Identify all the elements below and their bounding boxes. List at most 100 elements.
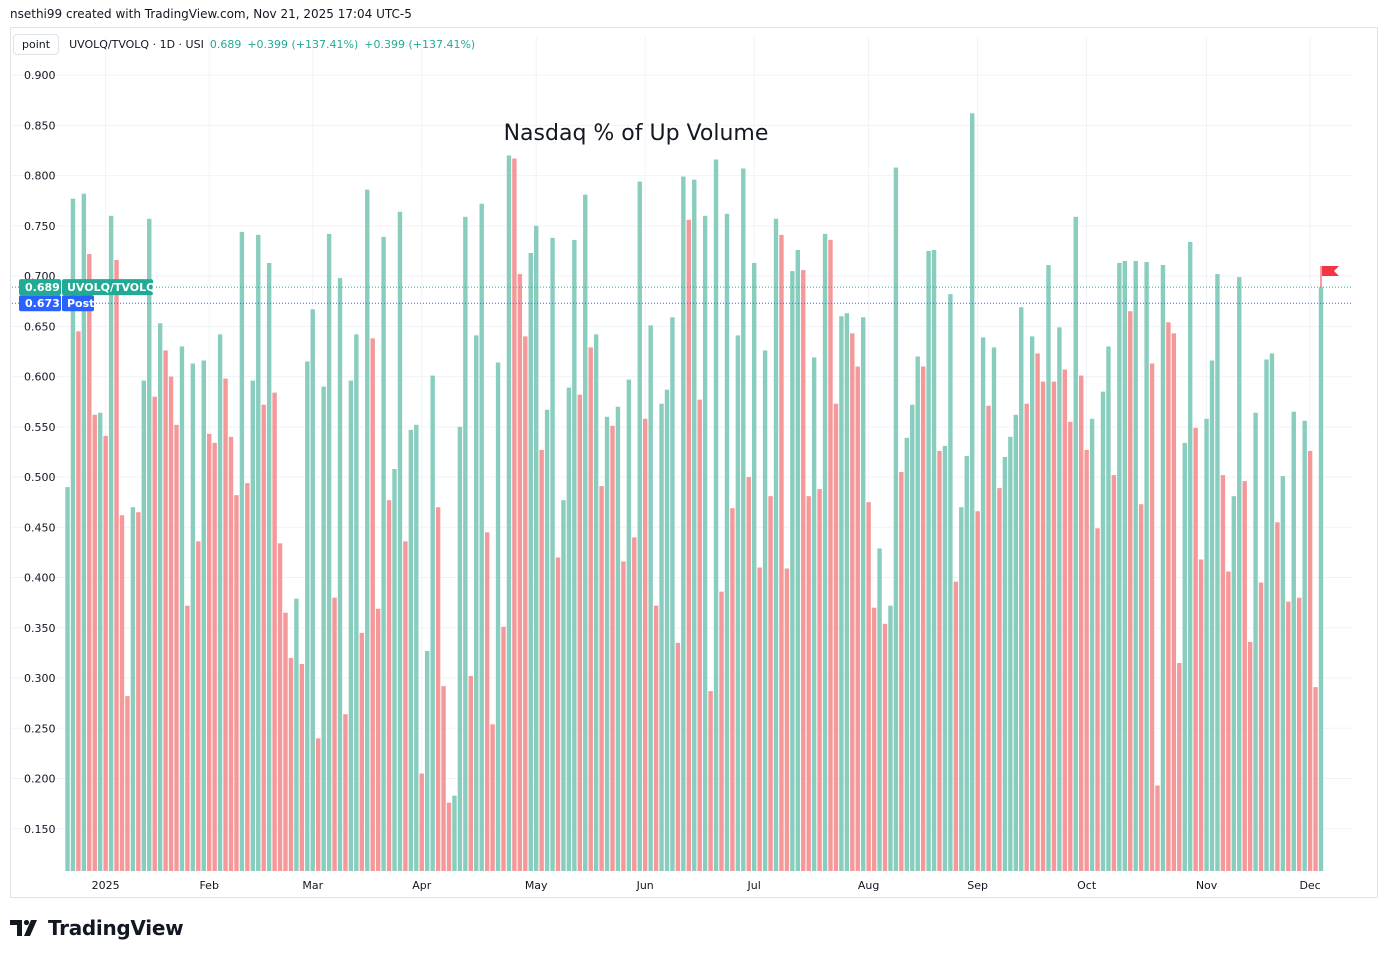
bar [910,404,915,871]
bar [256,234,261,871]
bar [381,236,386,871]
bar [359,632,364,871]
bar [65,487,70,871]
bar [157,323,163,871]
bar [670,317,675,871]
legend: point UVOLQ/TVOLQ · 1D · USI 0.689 +0.39… [13,32,475,56]
bar [108,215,114,871]
change-value: +0.399 (+137.41%) [247,37,359,51]
bar [626,379,632,871]
change-value-2: +0.399 (+137.41%) [364,37,476,51]
bar [817,489,822,871]
x-tick-label: Jun [636,879,654,892]
y-tick-label: 0.650 [24,320,56,333]
bar [768,496,773,871]
bar [1029,336,1035,872]
bar [599,486,604,871]
bar [1226,571,1231,871]
bar [1269,353,1275,871]
bar [457,426,463,871]
point-button[interactable]: point [13,33,60,55]
bar [850,333,855,871]
y-axis: 0.9000.8500.8000.7500.7000.6500.6000.550… [24,69,56,836]
bar [762,350,768,871]
bar [593,334,599,871]
bar [561,500,566,871]
bar [266,263,272,872]
bar [70,198,76,871]
bar [926,250,931,872]
x-tick-label: Dec [1299,879,1320,892]
bar [430,375,435,871]
bar [490,724,495,871]
bar [1247,641,1253,871]
bar [1242,481,1247,871]
bar [931,249,937,872]
bar [893,167,899,871]
bar [746,477,751,871]
bar [1182,442,1187,871]
bar [1024,403,1029,871]
x-tick-label: Mar [302,879,323,892]
bar [152,396,157,871]
bar [1068,421,1073,871]
bar [1117,263,1122,872]
bar [1171,333,1177,871]
bar [425,650,430,871]
bar [1231,496,1236,871]
bar [855,366,860,871]
bar [1138,504,1144,871]
bar [861,317,866,871]
bar [1111,475,1117,871]
bar [1122,261,1127,872]
bar [261,404,266,871]
bar [730,508,735,871]
bar [953,581,959,871]
symbol-label[interactable]: UVOLQ/TVOLQ · 1D · USI [69,37,204,51]
bar [370,338,375,872]
tradingview-logo[interactable]: TradingView [10,916,184,940]
bar [539,449,544,871]
bar [1237,277,1242,871]
bar [103,435,108,871]
x-axis: 2025 Feb Mar Apr May Jun Jul Aug Sep Oct Nov Dec [92,879,1321,892]
bar [348,380,354,871]
series-name-tag-bg [62,279,153,296]
bar [550,237,555,871]
bar [583,194,588,872]
bar [495,362,501,871]
bar [610,425,615,871]
bar [354,334,359,871]
bar [975,511,980,871]
bar [375,608,381,871]
bar [1275,522,1280,871]
bar [899,472,904,871]
bar [833,403,839,871]
bar [337,278,343,871]
bar [692,179,697,871]
bar [326,233,332,871]
bar [245,483,250,871]
bar [1297,597,1302,871]
bar [779,234,784,871]
bar [217,334,223,871]
bar [523,336,528,872]
bar [1177,662,1182,871]
bar [468,676,473,871]
bar [419,773,424,871]
bar [970,113,975,871]
bar [822,233,828,871]
bar [299,663,305,871]
bar [904,437,909,871]
bar [1302,420,1307,871]
bar [98,412,103,871]
x-tick-label: 2025 [92,879,120,892]
bar [773,218,779,872]
last-value-tag-bg [19,279,61,296]
bar [1318,287,1324,871]
bar [1253,412,1258,871]
bar [272,392,277,871]
bar [392,469,397,871]
bar [517,274,523,872]
bar [1084,449,1089,871]
